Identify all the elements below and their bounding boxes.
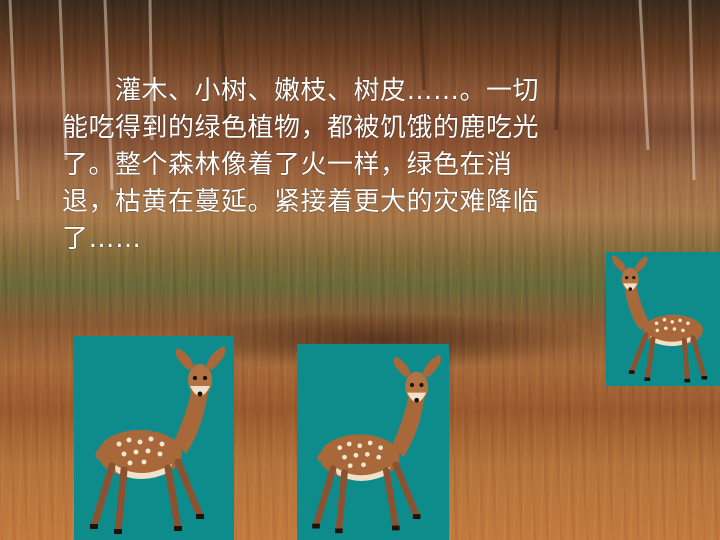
deer-image-2 — [297, 344, 449, 540]
passage-line: 了。整个森林像着了火一样，绿色在消 — [62, 150, 513, 180]
passage-line: 灌木、小树、嫩枝、树皮……。一切 — [62, 76, 540, 106]
passage-text: 灌木、小树、嫩枝、树皮……。一切 能吃得到的绿色植物，都被饥饿的鹿吃光 了。整个… — [62, 73, 652, 258]
deer-image-1 — [74, 336, 234, 540]
passage-line: 能吃得到的绿色植物，都被饥饿的鹿吃光 — [62, 113, 540, 143]
deer-icon — [612, 254, 708, 383]
forest-trees-decoration — [8, 0, 696, 201]
deer-image-3 — [606, 252, 720, 386]
deer-icon — [90, 346, 226, 535]
deer-icon — [312, 354, 441, 534]
passage-line: 退，枯黄在蔓延。紧接着更大的灾难降临 — [62, 187, 540, 217]
passage-line: 了…… — [62, 224, 142, 254]
